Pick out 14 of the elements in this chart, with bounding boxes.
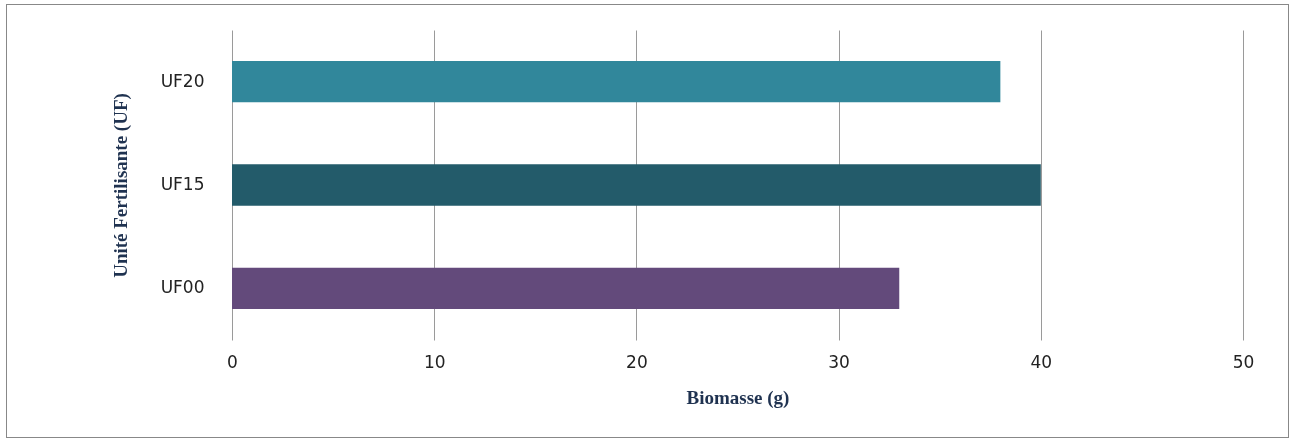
x-tick-label: 10	[423, 351, 446, 372]
bar	[232, 61, 1001, 103]
bar	[232, 164, 1041, 206]
y-tick-label: UF15	[160, 174, 205, 194]
y-axis-title: Unité Fertilisante (UF)	[109, 93, 132, 278]
x-axis-title: Biomasse (g)	[686, 386, 790, 409]
x-tick-label: 30	[828, 351, 850, 372]
x-tick-label: 0	[227, 351, 238, 372]
y-tick-label: UF20	[160, 70, 205, 91]
x-tick-label: 40	[1030, 351, 1053, 372]
x-tick-label: 20	[626, 351, 648, 372]
x-tick-label: 50	[1232, 351, 1255, 372]
bar	[232, 267, 900, 309]
y-tick-label: UF00	[160, 277, 205, 298]
